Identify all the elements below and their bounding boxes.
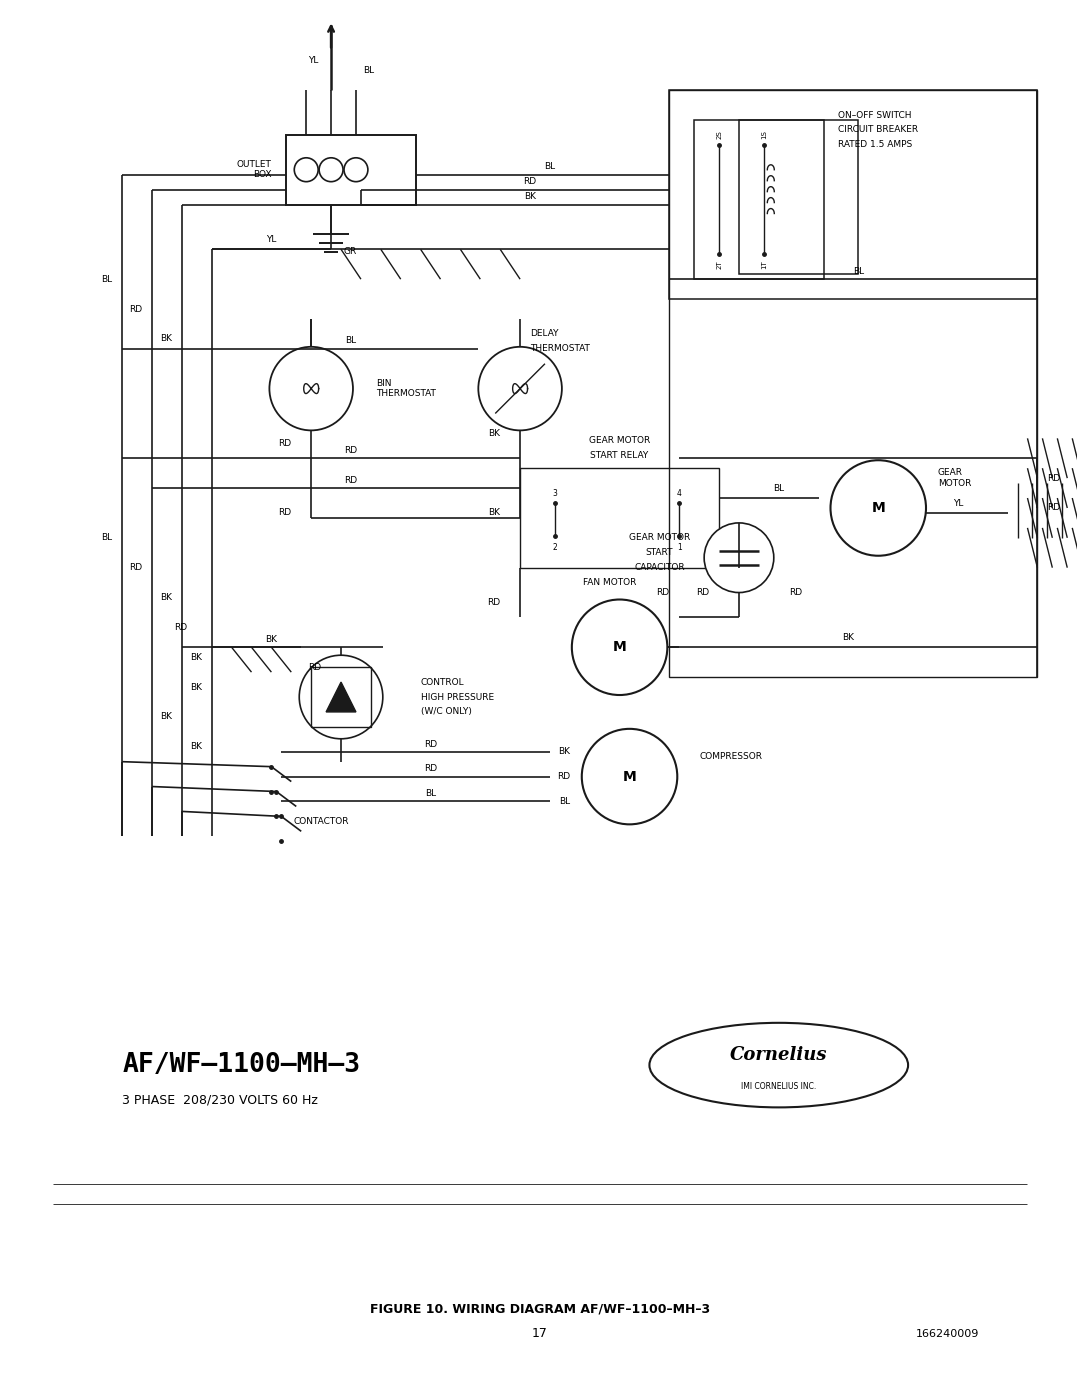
Text: BK: BK bbox=[558, 747, 570, 756]
Text: START RELAY: START RELAY bbox=[591, 451, 649, 460]
Text: Cornelius: Cornelius bbox=[730, 1046, 827, 1065]
Text: FAN MOTOR: FAN MOTOR bbox=[583, 578, 636, 587]
Text: 1: 1 bbox=[677, 543, 681, 552]
Text: 4: 4 bbox=[677, 489, 681, 497]
Text: CAPACITOR: CAPACITOR bbox=[634, 563, 685, 573]
Bar bbox=[670, 91, 1038, 678]
Text: COMPRESSOR: COMPRESSOR bbox=[699, 752, 762, 761]
Text: 2T: 2T bbox=[716, 260, 723, 268]
Text: YL: YL bbox=[266, 235, 276, 244]
Text: DELAY: DELAY bbox=[530, 330, 558, 338]
Text: HIGH PRESSURE: HIGH PRESSURE bbox=[420, 693, 494, 701]
Text: BL: BL bbox=[363, 66, 374, 75]
Text: RD: RD bbox=[696, 588, 710, 597]
Text: RD: RD bbox=[657, 588, 670, 597]
Text: BL: BL bbox=[773, 483, 784, 493]
Text: RD: RD bbox=[788, 588, 801, 597]
Text: GEAR MOTOR: GEAR MOTOR bbox=[629, 534, 690, 542]
Text: BK: BK bbox=[266, 634, 278, 644]
Text: GEAR MOTOR: GEAR MOTOR bbox=[589, 436, 650, 444]
Text: RD: RD bbox=[424, 740, 437, 749]
Circle shape bbox=[582, 729, 677, 824]
Circle shape bbox=[478, 346, 562, 430]
Text: 3: 3 bbox=[553, 489, 557, 497]
Text: BL: BL bbox=[102, 275, 112, 284]
Text: RD: RD bbox=[308, 662, 321, 672]
Text: RD: RD bbox=[424, 764, 437, 773]
Text: GR: GR bbox=[343, 247, 356, 256]
Text: RD: RD bbox=[524, 177, 537, 186]
Bar bbox=[286, 136, 416, 204]
Bar bbox=[311, 668, 370, 726]
Text: RD: RD bbox=[1048, 474, 1061, 482]
Text: (W/C ONLY): (W/C ONLY) bbox=[420, 707, 472, 717]
Ellipse shape bbox=[649, 1023, 908, 1108]
Text: ON–OFF SWITCH: ON–OFF SWITCH bbox=[838, 110, 912, 120]
Text: BK: BK bbox=[488, 509, 500, 517]
Text: RD: RD bbox=[279, 509, 292, 517]
Bar bbox=[694, 120, 824, 279]
Text: BK: BK bbox=[488, 429, 500, 437]
Text: M: M bbox=[623, 770, 636, 784]
Text: 1S: 1S bbox=[760, 130, 767, 140]
Text: OUTLET
BOX: OUTLET BOX bbox=[237, 161, 271, 179]
Circle shape bbox=[299, 655, 382, 739]
Text: 17: 17 bbox=[532, 1327, 548, 1340]
Text: BK: BK bbox=[524, 193, 536, 201]
Text: RD: RD bbox=[345, 475, 357, 485]
Text: CONTACTOR: CONTACTOR bbox=[294, 817, 349, 826]
Text: START: START bbox=[646, 548, 673, 557]
Text: BK: BK bbox=[160, 334, 172, 344]
Text: RATED 1.5 AMPS: RATED 1.5 AMPS bbox=[838, 140, 913, 149]
Text: RD: RD bbox=[345, 446, 357, 455]
Text: BIN
THERMOSTAT: BIN THERMOSTAT bbox=[376, 379, 435, 398]
Bar bbox=[521, 468, 719, 567]
Text: M: M bbox=[872, 502, 886, 515]
Circle shape bbox=[269, 346, 353, 430]
Circle shape bbox=[831, 460, 926, 556]
Polygon shape bbox=[326, 682, 356, 712]
Text: BK: BK bbox=[190, 683, 202, 692]
Text: RD: RD bbox=[129, 305, 143, 313]
Text: RD: RD bbox=[556, 773, 570, 781]
Text: BK: BK bbox=[842, 633, 854, 641]
Text: M: M bbox=[612, 640, 626, 654]
Text: BL: BL bbox=[426, 789, 436, 798]
Text: AF/WF–1100–MH–3: AF/WF–1100–MH–3 bbox=[122, 1052, 361, 1078]
Text: THERMOSTAT: THERMOSTAT bbox=[530, 344, 590, 353]
Text: BK: BK bbox=[160, 712, 172, 721]
Text: RD: RD bbox=[487, 598, 500, 606]
Text: FIGURE 10. WIRING DIAGRAM AF/WF–1100–MH–3: FIGURE 10. WIRING DIAGRAM AF/WF–1100–MH–… bbox=[370, 1302, 710, 1316]
Text: BL: BL bbox=[544, 162, 555, 172]
Text: GEAR
MOTOR: GEAR MOTOR bbox=[937, 468, 971, 488]
Text: BL: BL bbox=[346, 337, 356, 345]
Text: BK: BK bbox=[160, 592, 172, 602]
Text: BK: BK bbox=[190, 652, 202, 662]
Bar bbox=[739, 120, 859, 274]
Text: IMI CORNELIUS INC.: IMI CORNELIUS INC. bbox=[741, 1083, 816, 1091]
Text: 3 PHASE  208/230 VOLTS 60 Hz: 3 PHASE 208/230 VOLTS 60 Hz bbox=[122, 1094, 318, 1106]
Circle shape bbox=[571, 599, 667, 696]
Text: BL: BL bbox=[853, 267, 864, 275]
Text: BK: BK bbox=[190, 742, 202, 752]
Text: 1T: 1T bbox=[760, 260, 767, 268]
Text: YL: YL bbox=[953, 499, 963, 507]
Circle shape bbox=[704, 522, 773, 592]
Text: RD: RD bbox=[279, 439, 292, 448]
Text: 2S: 2S bbox=[716, 130, 723, 140]
Text: RD: RD bbox=[174, 623, 187, 631]
Text: CIRCUIT BREAKER: CIRCUIT BREAKER bbox=[838, 126, 919, 134]
Bar bbox=[670, 91, 1038, 299]
Text: RD: RD bbox=[129, 563, 143, 573]
Text: 166240009: 166240009 bbox=[916, 1329, 980, 1338]
Text: CONTROL: CONTROL bbox=[420, 678, 464, 686]
Text: BL: BL bbox=[102, 534, 112, 542]
Text: YL: YL bbox=[308, 56, 319, 64]
Text: RD: RD bbox=[1048, 503, 1061, 513]
Text: 2: 2 bbox=[553, 543, 557, 552]
Text: BL: BL bbox=[558, 796, 570, 806]
